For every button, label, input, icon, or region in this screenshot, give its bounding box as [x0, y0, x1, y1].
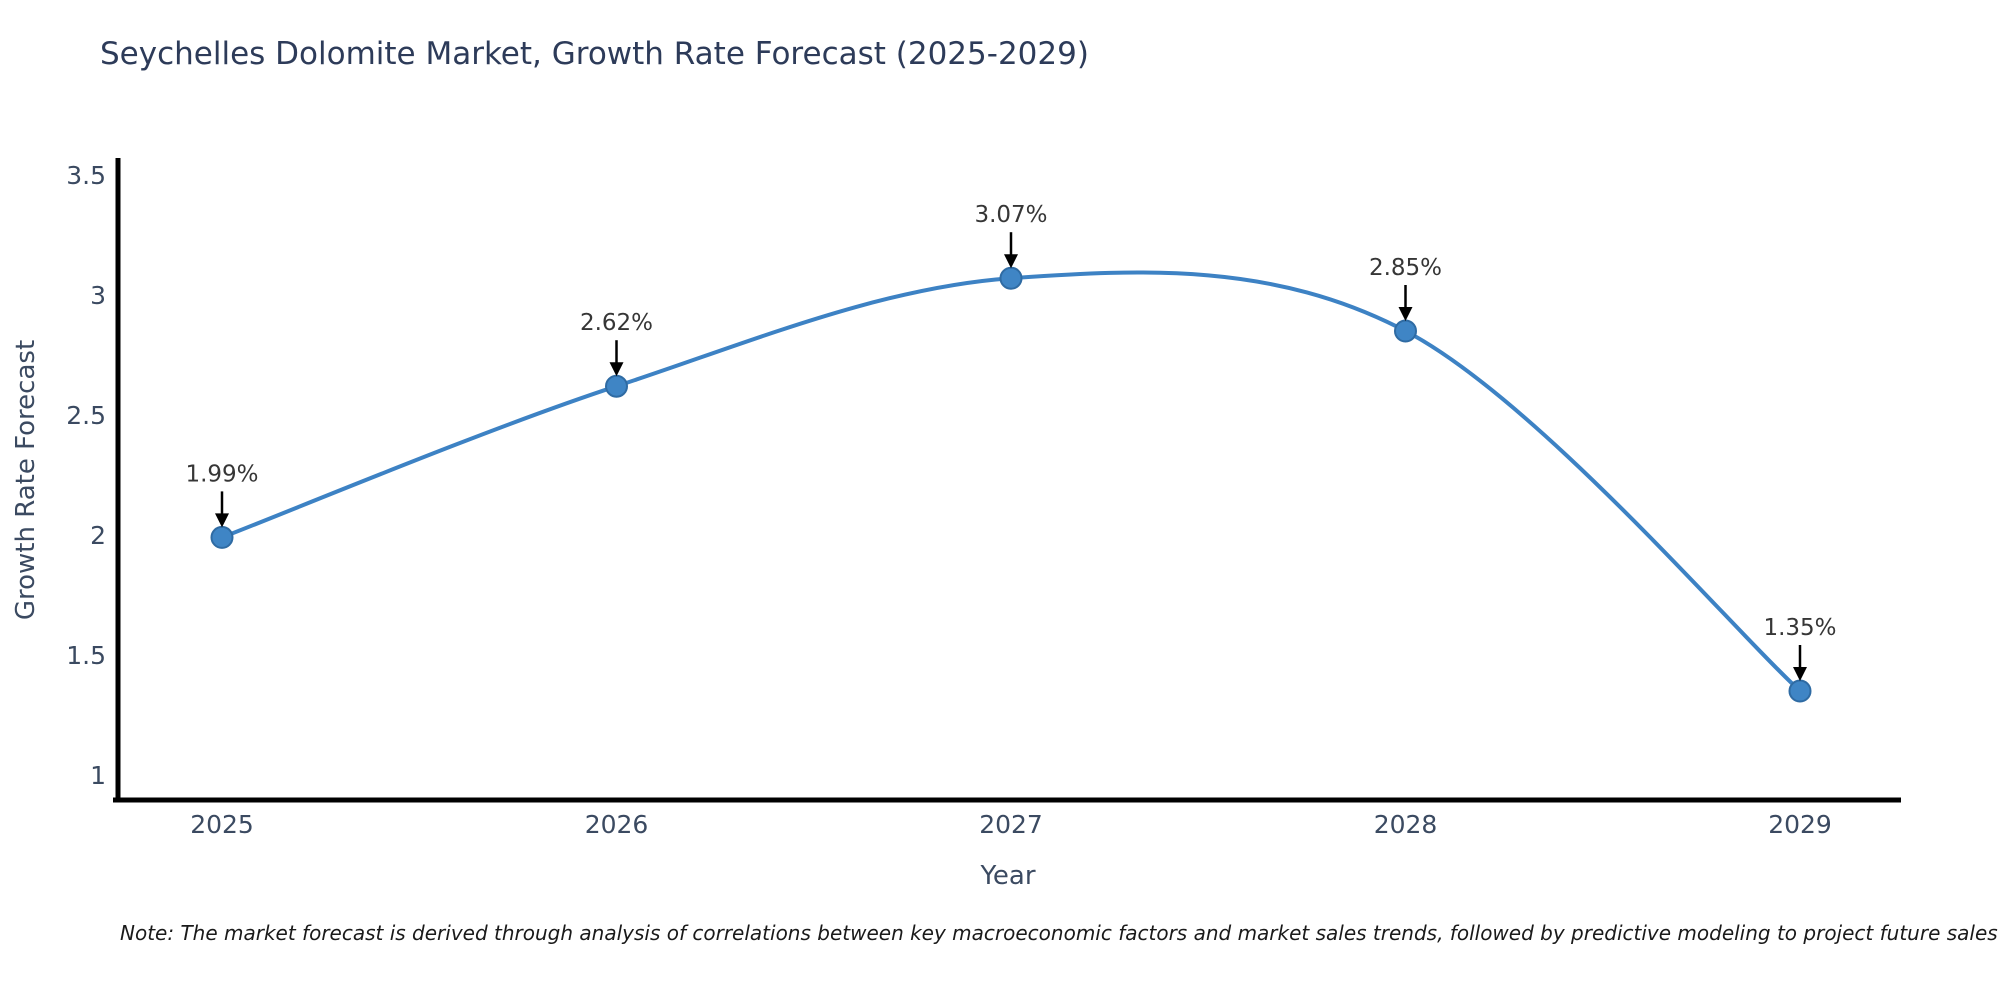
- point-label: 3.07%: [974, 202, 1047, 228]
- data-point-marker-2025: [210, 525, 234, 549]
- y-axis-label: Growth Rate Forecast: [11, 340, 41, 620]
- annotation-arrow-head: [609, 362, 624, 377]
- x-axis-ticks: 2025 2026 2027 2028 2029: [190, 810, 1832, 839]
- annotation-arrow-head: [215, 513, 229, 528]
- point-label: 1.99%: [185, 461, 258, 487]
- point-label: 1.35%: [1763, 615, 1836, 641]
- chart-note: Note: The market forecast is derived thr…: [120, 921, 1998, 945]
- y-tick-label: 2: [90, 521, 106, 550]
- x-axis-label: Year: [979, 861, 1035, 891]
- x-tick-label: 2028: [1374, 810, 1438, 839]
- y-tick-label: 3: [90, 281, 106, 310]
- x-tick-label: 2026: [585, 810, 649, 839]
- data-point-marker-2026: [605, 374, 628, 398]
- x-tick-label: 2029: [1768, 810, 1832, 839]
- y-tick-label: 1.5: [66, 641, 106, 670]
- series-group: [210, 266, 1812, 703]
- point-label: 2.62%: [580, 310, 653, 336]
- point-label: 2.85%: [1369, 255, 1442, 281]
- annotation-arrow-head: [1793, 667, 1807, 681]
- annotations-group: 1.99% 2.62% 3.07% 2.85% 1.35%: [185, 202, 1837, 681]
- data-point-marker-2028: [1394, 319, 1417, 343]
- x-tick-label: 2027: [979, 810, 1043, 839]
- chart-title: Seychelles Dolomite Market, Growth Rate …: [100, 36, 1089, 72]
- annotation-arrow-head: [1004, 254, 1018, 269]
- y-axis-ticks: 3.5 3 2.5 2 1.5 1: [66, 161, 106, 790]
- annotation-arrow-head: [1398, 307, 1413, 321]
- y-tick-label: 2.5: [66, 401, 106, 430]
- data-point-marker-2029: [1788, 679, 1812, 703]
- y-tick-label: 1: [90, 761, 106, 790]
- series-line: [221, 270, 1802, 693]
- x-tick-label: 2025: [190, 810, 254, 839]
- data-point-marker-2027: [999, 266, 1023, 290]
- y-tick-label: 3.5: [66, 161, 106, 190]
